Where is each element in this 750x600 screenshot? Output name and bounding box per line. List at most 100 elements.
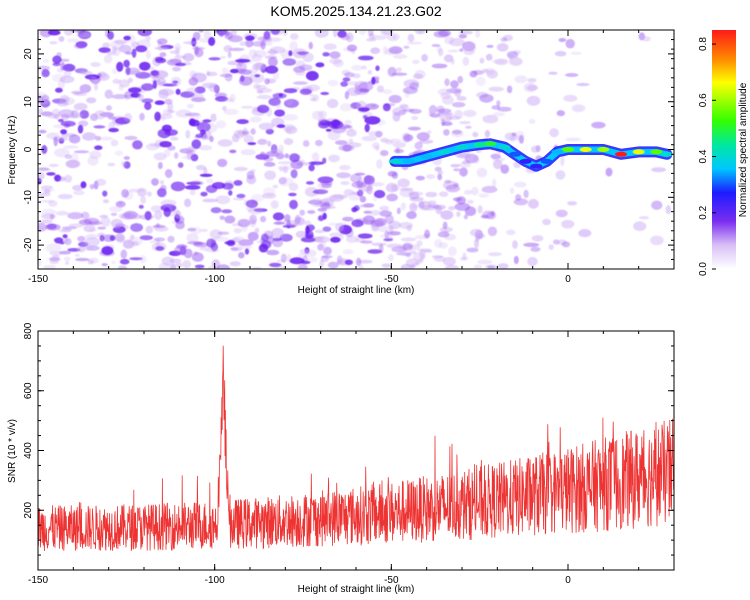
spectrogram-noise-blob — [233, 166, 248, 172]
spectrogram-noise-blob — [406, 41, 423, 45]
spectrogram-noise-blob — [247, 142, 257, 146]
spectrogram-noise-blob — [531, 145, 539, 153]
spectrogram-noise-blob — [73, 150, 90, 154]
spectrogram-noise-blob — [329, 51, 341, 59]
spectrogram-noise-blob — [104, 89, 114, 99]
spectrogram-noise-blob — [194, 86, 206, 94]
spectrogram-noise-blob — [336, 172, 351, 179]
y-tick-label: 20 — [23, 48, 34, 60]
spectrogram-noise-blob — [456, 196, 466, 205]
spectrogram-noise-blob — [576, 82, 590, 87]
spectrogram-noise-blob — [310, 97, 316, 102]
spectrogram-noise-blob — [65, 159, 81, 168]
spectrogram-noise-blob — [322, 212, 327, 220]
colorbar-tick-label: 0.4 — [698, 149, 709, 163]
spectrogram-noise-blob — [167, 102, 174, 112]
spectrogram-noise-blob — [95, 178, 107, 186]
spectrogram-noise-blob — [66, 112, 83, 119]
spectrogram-noise-blob — [397, 178, 410, 188]
spectrogram-noise-blob — [224, 215, 236, 224]
spectrogram-noise-blob — [387, 170, 397, 177]
spectrogram-noise-blob — [213, 236, 229, 242]
spectrogram-noise-blob — [106, 105, 112, 111]
spectrogram-noise-blob — [154, 100, 165, 105]
spectrogram-noise-blob — [41, 145, 48, 154]
spectrogram-noise-blob — [283, 88, 298, 94]
spectrogram-noise-blob — [458, 30, 473, 35]
spectrogram-noise-blob — [512, 240, 518, 249]
spectrogram-noise-blob — [155, 246, 165, 251]
spectrogram-noise-blob — [189, 112, 202, 120]
spectrogram-noise-blob — [348, 138, 354, 144]
spectrogram-noise-blob — [304, 234, 314, 238]
spectrogram-noise-blob — [463, 109, 477, 117]
spectrogram-noise-blob — [448, 246, 457, 257]
spectrogram-noise-blob — [491, 178, 497, 189]
spectrogram-noise-blob — [72, 184, 84, 191]
spectrogram-noise-blob — [183, 41, 198, 45]
spectrogram-noise-blob — [119, 258, 130, 265]
spectrogram-noise-blob — [433, 255, 446, 262]
spectrogram-noise-blob — [276, 124, 286, 129]
spectrogram-noise-blob — [456, 96, 467, 101]
spectrogram-noise-blob — [200, 191, 208, 197]
spectrogram-noise-blob — [109, 235, 116, 241]
spectrogram-noise-blob — [591, 121, 606, 129]
spectrogram-noise-blob — [145, 49, 151, 60]
spectrogram-noise-blob — [268, 57, 278, 67]
spectrogram-noise-blob — [56, 52, 62, 58]
spectrogram-noise-blob — [116, 236, 126, 243]
spectrogram-noise-blob — [369, 210, 382, 216]
spectrogram-noise-blob — [506, 85, 513, 94]
spectrogram-noise-blob — [388, 220, 401, 230]
spectrogram-noise-blob — [396, 207, 401, 215]
spectrogram-noise-blob — [289, 153, 300, 163]
spectrogram-noise-blob — [286, 98, 293, 106]
spectrogram-noise-blob — [78, 219, 92, 226]
spectrogram-noise-blob — [77, 235, 86, 242]
spectrogram-noise-blob — [392, 107, 407, 116]
spectrogram-noise-blob — [311, 152, 320, 162]
spectrogram-noise-blob — [110, 139, 119, 147]
spectrogram-noise-blob — [346, 44, 358, 52]
spectrogram-noise-blob — [61, 226, 78, 230]
spectrogram-noise-blob — [457, 75, 464, 84]
spectrogram-noise-blob — [450, 164, 461, 168]
colorbar-tick-label: 0.2 — [698, 205, 709, 219]
spectrogram-noise-blob — [52, 124, 66, 129]
spectrogram-noise-blob — [121, 161, 126, 167]
spectrogram-noise-blob — [344, 259, 353, 266]
spectrogram-noise-blob — [161, 115, 166, 122]
spectrogram-noise-blob — [323, 246, 332, 256]
spectrogram-noise-blob — [463, 189, 473, 195]
spectrogram-noise-blob — [188, 118, 196, 126]
spectrogram-noise-blob — [563, 94, 578, 102]
spectrogram-noise-blob — [256, 94, 272, 100]
spectrogram-noise-blob — [476, 167, 488, 178]
spectrogram-noise-blob — [94, 145, 103, 150]
spectrogram-noise-blob — [642, 36, 651, 42]
spectrogram-noise-blob — [206, 71, 218, 77]
spectrogram-noise-blob — [114, 39, 127, 45]
spectrogram-noise-blob — [292, 48, 308, 59]
spectrogram-noise-blob — [509, 133, 515, 143]
spectrogram-noise-blob — [368, 131, 384, 137]
spectrogram-noise-blob — [186, 146, 196, 156]
spectrogram-noise-blob — [118, 265, 127, 269]
spectrogram-noise-blob — [488, 86, 504, 92]
spectrogram-noise-blob — [272, 212, 285, 221]
spectrogram-noise-blob — [466, 247, 479, 253]
spectrogram-noise-blob — [382, 45, 388, 56]
spectrogram-noise-blob — [447, 49, 460, 53]
spectrogram-noise-blob — [249, 116, 262, 123]
spectrogram-noise-blob — [74, 253, 80, 257]
spectrogram-noise-blob — [238, 252, 245, 259]
spectrogram-noise-blob — [216, 264, 231, 269]
spectrogram-noise-blob — [269, 149, 283, 156]
spectrogram-noise-blob — [414, 30, 425, 35]
spectrogram-noise-blob — [73, 43, 87, 49]
spectrogram-noise-blob — [319, 259, 325, 268]
spectrogram-noise-blob — [481, 185, 498, 194]
spectrogram-noise-blob — [500, 164, 510, 174]
